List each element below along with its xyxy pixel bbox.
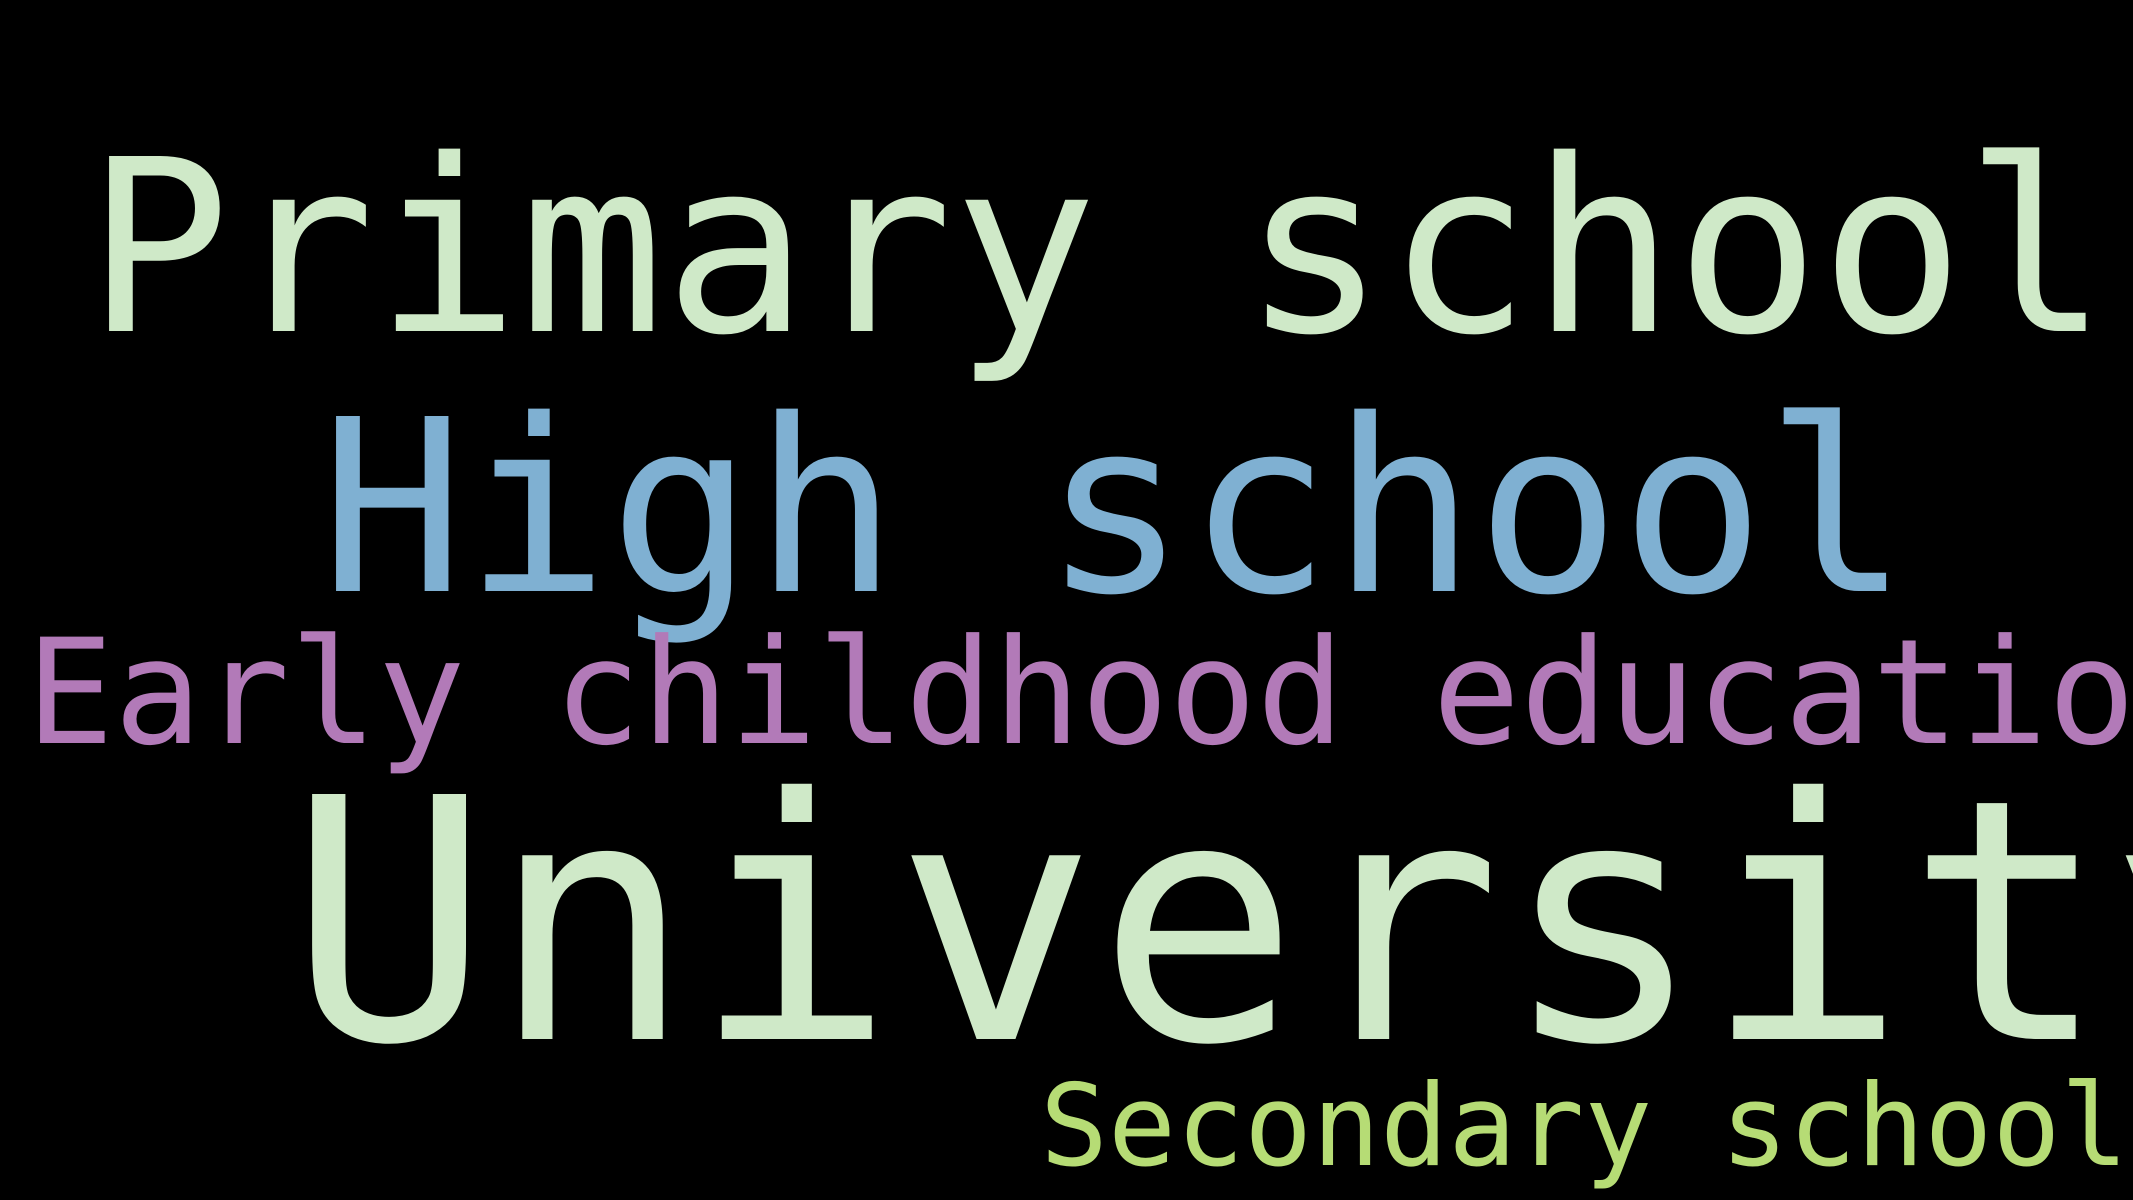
- word-university: University: [288, 728, 2133, 1119]
- word-high-school: High school: [320, 368, 1910, 648]
- word-secondary-school: Secondary school: [1040, 1060, 2129, 1192]
- word-early-childhood-education: Early childhood education: [26, 608, 2133, 778]
- word-primary-school: Primary school: [86, 108, 2109, 388]
